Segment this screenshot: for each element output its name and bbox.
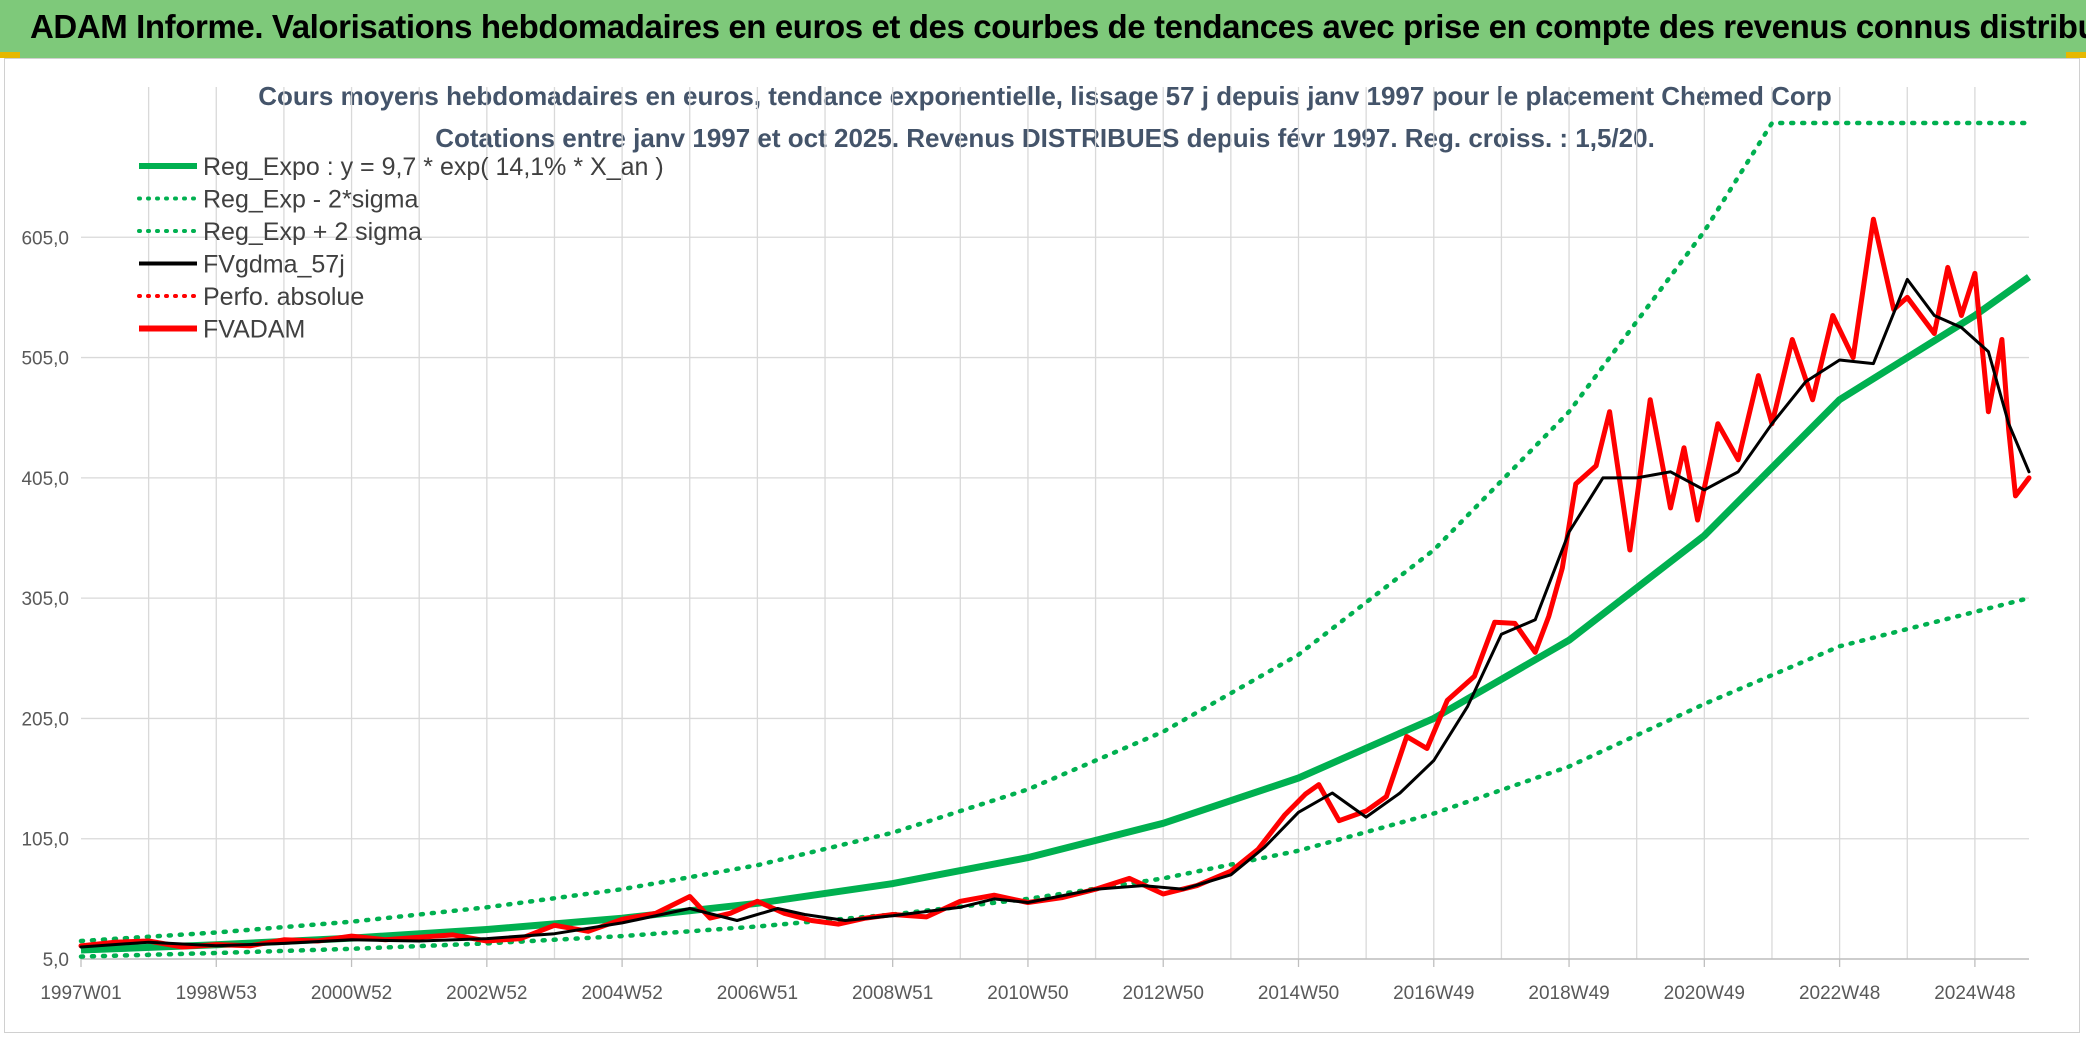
y-axis: 605,0 505,0 405,0 305,0 205,0 105,0 5,0 — [21, 228, 69, 971]
x-axis: 1997W01 1998W53 2000W52 2002W52 2004W52 2006W… — [40, 959, 2016, 1004]
x-tick-label: 2010W50 — [987, 983, 1068, 1004]
chart-frame: Cours moyens hebdomadaires en euros, ten… — [4, 58, 2080, 1033]
legend-label: Reg_Expo : y = 9,7 * exp( 14,1% * X_an ) — [203, 153, 664, 181]
x-tick-label: 2018W49 — [1528, 983, 1609, 1004]
banner-corner-left — [0, 52, 20, 58]
legend-label: FVgdma_57j — [203, 251, 345, 279]
x-tick-label: 2016W49 — [1393, 983, 1474, 1004]
x-tick-label: 2008W51 — [852, 983, 933, 1004]
legend-label: FVADAM — [203, 316, 305, 344]
legend-label: Perfo. absolue — [203, 283, 364, 311]
report-banner: ADAM Informe. Valorisations hebdomadaire… — [0, 0, 2086, 58]
y-tick-label: 5,0 — [43, 950, 69, 971]
x-tick-label: 2022W48 — [1799, 983, 1880, 1004]
x-tick-label: 2020W49 — [1664, 983, 1745, 1004]
x-tick-label: 2000W52 — [311, 983, 392, 1004]
series-group — [78, 120, 2032, 959]
gridlines — [81, 87, 2029, 960]
series-fvgdma-57j — [79, 277, 2031, 949]
x-tick-label: 2012W50 — [1123, 983, 1204, 1004]
legend-label: Reg_Exp + 2 sigma — [203, 218, 422, 246]
series-fvadam — [78, 216, 2032, 950]
x-tick-label: 2014W50 — [1258, 983, 1339, 1004]
legend: Reg_Expo : y = 9,7 * exp( 14,1% * X_an )… — [137, 153, 664, 344]
report-title: ADAM Informe. Valorisations hebdomadaire… — [30, 8, 2086, 45]
y-tick-label: 405,0 — [21, 469, 69, 490]
chart-title: Cours moyens hebdomadaires en euros, ten… — [258, 81, 1832, 111]
series-reg-exp-minus-2sigma — [78, 595, 2032, 959]
banner-corner-right — [2066, 52, 2086, 58]
x-tick-label: 2024W48 — [1934, 983, 2015, 1004]
y-tick-label: 205,0 — [21, 709, 69, 730]
y-tick-label: 605,0 — [21, 228, 69, 249]
y-tick-label: 505,0 — [21, 349, 69, 370]
series-reg-exp-plus-2sigma — [78, 120, 2032, 944]
x-tick-label: 2004W52 — [581, 983, 662, 1004]
y-tick-label: 105,0 — [21, 830, 69, 851]
x-tick-label: 2002W52 — [446, 983, 527, 1004]
y-tick-label: 305,0 — [21, 589, 69, 610]
x-tick-label: 1998W53 — [176, 983, 257, 1004]
x-tick-label: 1997W01 — [40, 983, 121, 1004]
series-reg-expo — [80, 274, 2032, 954]
x-tick-label: 2006W51 — [717, 983, 798, 1004]
legend-label: Reg_Exp - 2*sigma — [203, 186, 418, 214]
chart-subtitle: Cotations entre janv 1997 et oct 2025. R… — [435, 123, 1655, 153]
chart: Cours moyens hebdomadaires en euros, ten… — [21, 81, 2032, 1004]
